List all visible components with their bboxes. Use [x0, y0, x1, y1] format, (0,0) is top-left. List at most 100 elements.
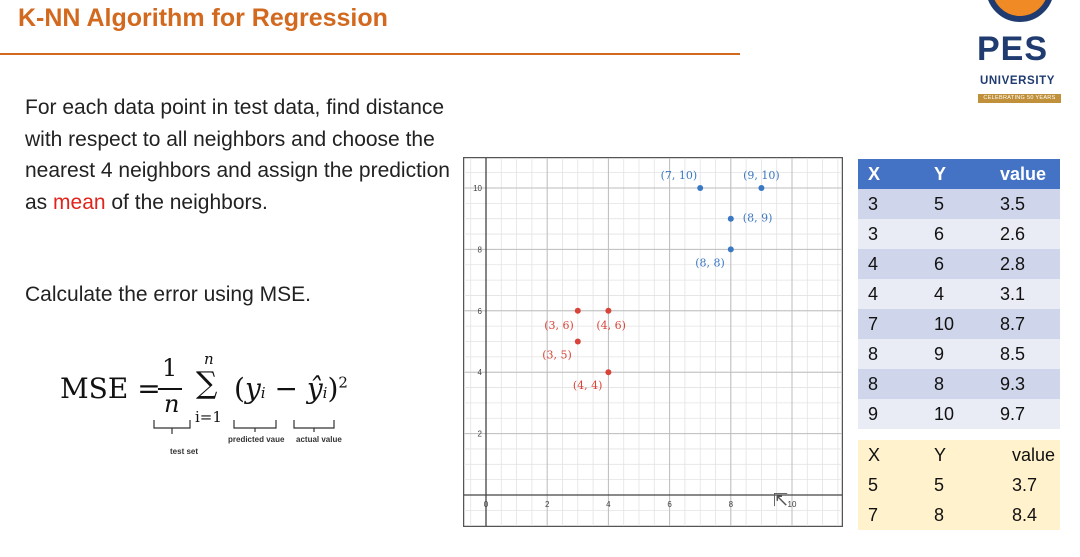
train-cell: 8 [858, 339, 924, 369]
x-tick-label: 4 [606, 500, 611, 509]
train-cell: 8 [858, 369, 924, 399]
test-cell: 5 [924, 470, 990, 500]
train-header-cell: value [990, 159, 1060, 189]
logo-emblem-icon [986, 0, 1054, 22]
train-cell: 8.7 [990, 309, 1060, 339]
instruction-paragraph: For each data point in test data, find d… [25, 92, 455, 218]
x-tick-label: 2 [545, 500, 550, 509]
page-title: K-NN Algorithm for Regression [18, 4, 388, 32]
paragraph-text-end: of the neighbors. [105, 190, 268, 214]
train-cell: 5 [924, 189, 990, 219]
train-cell: 10 [924, 399, 990, 429]
mouse-cursor-icon: ⇱ [773, 490, 789, 510]
paragraph-text: For each data point in test data, find d… [25, 96, 450, 214]
train-row: 4 4 3.1 [858, 279, 1060, 309]
test-header-cell: Y [924, 440, 990, 470]
logo-tagline: CELEBRATING 50 YEARS [978, 94, 1061, 103]
x-tick-label: 6 [667, 500, 672, 509]
test-row: 5 5 3.7 [858, 470, 1060, 500]
fraction-bar [158, 388, 182, 390]
data-point [605, 369, 612, 376]
test-header-cell: value [990, 440, 1060, 470]
train-cell: 4 [924, 279, 990, 309]
train-cell: 2.6 [990, 219, 1060, 249]
train-header-cell: Y [924, 159, 990, 189]
data-point [574, 338, 581, 345]
data-point [605, 307, 612, 314]
train-row: 3 5 3.5 [858, 189, 1060, 219]
data-point [727, 215, 734, 222]
test-cell: 8.4 [990, 500, 1060, 530]
highlight-mean: mean [53, 190, 106, 214]
data-point [574, 307, 581, 314]
test-row: 7 8 8.4 [858, 500, 1060, 530]
train-cell: 10 [924, 309, 990, 339]
scatter-plot: 0 2 4 6 8 10 2 4 6 8 10 (7, 10) (9, 10) (8, 9) (8, 8) (… [463, 157, 843, 527]
logo-subtitle: UNIVERSITY [980, 75, 1056, 87]
y-tick-label: 2 [478, 430, 483, 439]
train-row: 8 8 9.3 [858, 369, 1060, 399]
label-predicted-value: predicted vaue [228, 435, 285, 444]
train-cell: 3 [858, 219, 924, 249]
point-label: (3, 6) [544, 319, 574, 332]
point-label: (4, 4) [573, 379, 603, 392]
label-actual-value: actual value [296, 435, 342, 444]
title-divider [0, 53, 740, 55]
train-cell: 2.8 [990, 249, 1060, 279]
train-row: 8 9 8.5 [858, 339, 1060, 369]
train-row: 4 6 2.8 [858, 249, 1060, 279]
test-cell: 8 [924, 500, 990, 530]
test-cell: 5 [858, 470, 924, 500]
train-cell: 9 [858, 399, 924, 429]
train-cell: 7 [858, 309, 924, 339]
formula-numerator: 1 [162, 354, 178, 382]
train-cell: 4 [858, 249, 924, 279]
y-tick-label: 6 [478, 307, 483, 316]
train-row: 9 10 9.7 [858, 399, 1060, 429]
point-label: (8, 9) [743, 212, 773, 225]
test-header-cell: X [858, 440, 924, 470]
train-cell: 4 [858, 279, 924, 309]
train-cell: 3.1 [990, 279, 1060, 309]
mse-instruction: Calculate the error using MSE. [25, 283, 311, 306]
train-cell: 9.7 [990, 399, 1060, 429]
train-row: 3 6 2.6 [858, 219, 1060, 249]
plot-frame [463, 157, 843, 527]
point-label: (4, 6) [596, 319, 626, 332]
logo-name: PES [977, 30, 1049, 68]
formula-lhs: MSE = [60, 372, 161, 405]
sum-upper: n [204, 350, 214, 368]
y-tick-label: 4 [478, 368, 483, 377]
x-tick-label: 8 [729, 500, 734, 509]
mse-formula: MSE = 1 n n ∑ i=1 (yi − ŷi)2 test set pr… [58, 350, 378, 470]
point-label: (3, 5) [542, 349, 572, 362]
point-label: (8, 8) [695, 256, 725, 269]
train-cell: 3 [858, 189, 924, 219]
x-tick-label: 0 [484, 500, 489, 509]
train-header-cell: X [858, 159, 924, 189]
train-cell: 8 [924, 369, 990, 399]
data-point [727, 246, 734, 253]
train-cell: 6 [924, 219, 990, 249]
sum-lower: i=1 [195, 408, 222, 426]
test-cell: 3.7 [990, 470, 1060, 500]
formula-braces [153, 420, 335, 434]
data-point [758, 185, 765, 191]
y-tick-label: 10 [473, 184, 482, 193]
label-test-set: test set [170, 447, 199, 456]
x-tick-label: 10 [788, 500, 797, 509]
point-label: (9, 10) [743, 169, 780, 182]
formula-denominator: n [164, 390, 180, 418]
train-cell: 9 [924, 339, 990, 369]
test-cell: 7 [858, 500, 924, 530]
university-logo: PES UNIVERSITY CELEBRATING 50 YEARS [972, 0, 1072, 110]
sum-symbol: ∑ [196, 366, 218, 401]
formula-body: (yi − ŷi)2 [234, 372, 348, 405]
train-cell: 3.5 [990, 189, 1060, 219]
train-cell: 6 [924, 249, 990, 279]
point-label: (7, 10) [661, 169, 698, 182]
